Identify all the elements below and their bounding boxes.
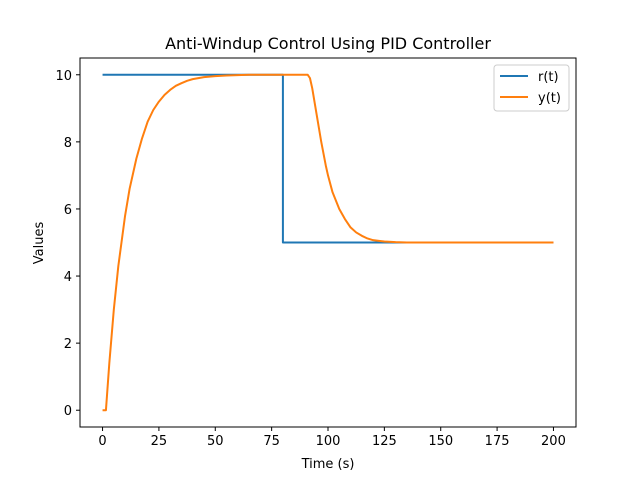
y-axis-label: Values — [32, 222, 47, 265]
x-axis-label: Time (s) — [301, 457, 355, 472]
legend-label-r: r(t) — [538, 70, 559, 85]
x-tick-label: 100 — [316, 434, 341, 449]
x-tick-label: 0 — [98, 434, 106, 449]
series-layer — [102, 73, 554, 412]
x-tick-label: 75 — [263, 434, 280, 449]
y-tick-label: 8 — [64, 136, 72, 151]
legend-label-y: y(t) — [538, 91, 561, 106]
y-tick-label: 2 — [64, 337, 72, 352]
x-tick-label: 200 — [541, 434, 566, 449]
y-tick-label: 10 — [55, 69, 72, 84]
x-tick-label: 150 — [428, 434, 453, 449]
y-tick-label: 4 — [64, 270, 72, 285]
x-tick-label: 25 — [151, 434, 168, 449]
x-axis-ticks: 0 25 50 75 100 125 150 175 200 — [98, 427, 566, 449]
series-line-1 — [102, 73, 554, 412]
y-axis-ticks: 0 2 4 6 8 10 — [55, 69, 80, 419]
x-tick-label: 125 — [372, 434, 397, 449]
y-tick-label: 0 — [64, 404, 72, 419]
y-tick-label: 6 — [64, 203, 72, 218]
x-tick-label: 175 — [485, 434, 510, 449]
chart-title: Anti-Windup Control Using PID Controller — [165, 34, 491, 53]
legend: r(t) y(t) — [493, 64, 570, 112]
x-tick-label: 50 — [207, 434, 224, 449]
